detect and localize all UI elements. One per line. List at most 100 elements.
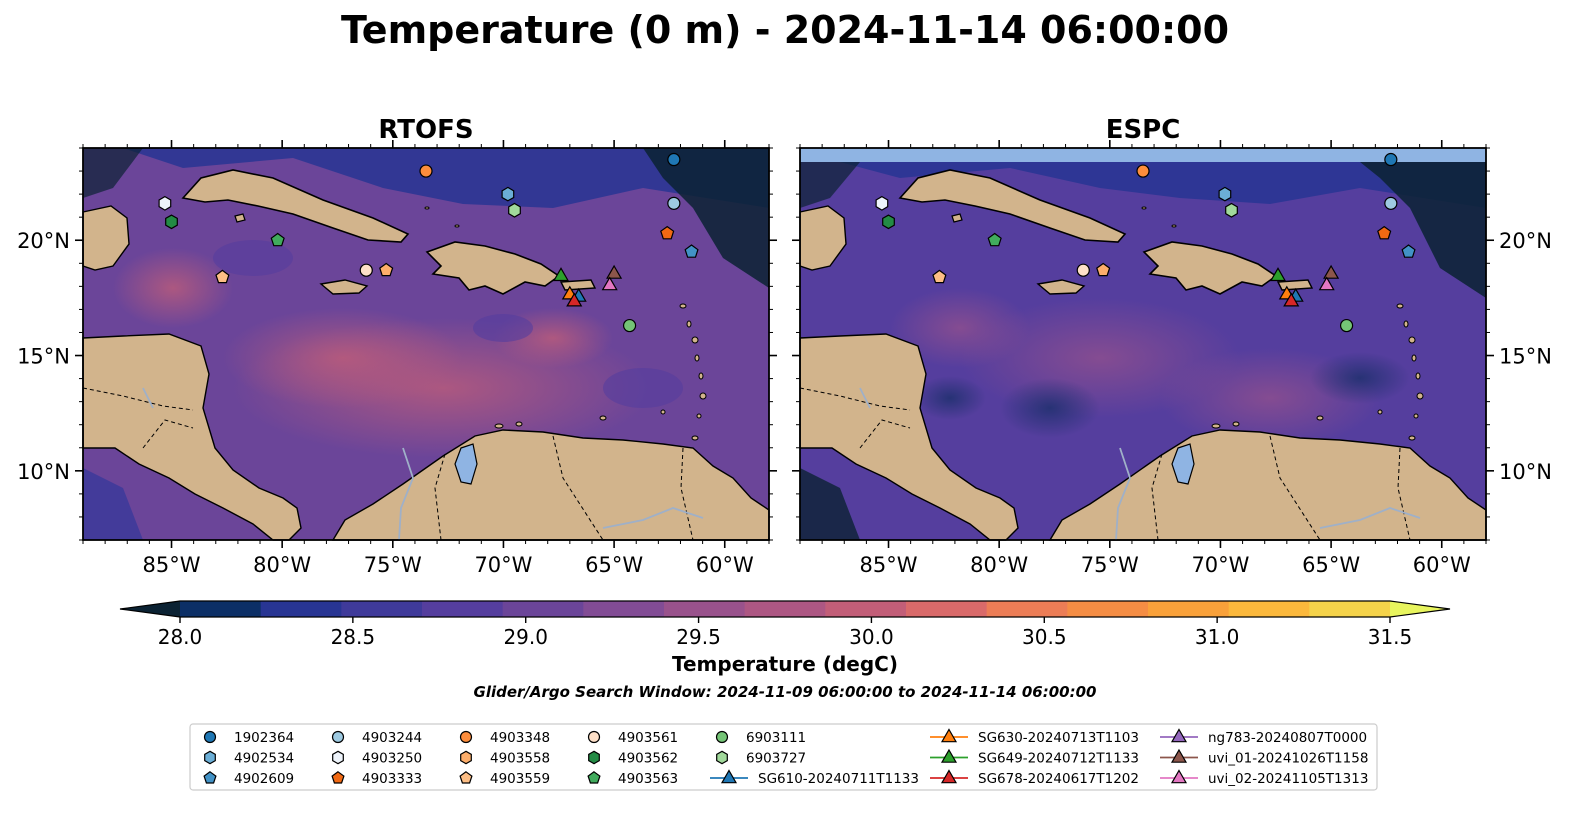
x-tick-labels-espc: 85°W 80°W 75°W 70°W 65°W 60°W <box>860 553 1471 577</box>
colorbar-tick-label: 29.0 <box>503 625 548 649</box>
colorbar-segment <box>986 601 1068 617</box>
colorbar-tick-label: 28.0 <box>158 625 203 649</box>
colorbar-segment <box>744 601 826 617</box>
colorbar-segment <box>906 601 988 617</box>
legend-marker <box>203 730 217 744</box>
marker-SG649-20240712T1133 <box>552 267 570 282</box>
marker-4903558 <box>1096 262 1111 277</box>
legend-label: SG630-20240713T1103 <box>978 730 1139 746</box>
legend-marker <box>332 750 344 765</box>
colorbar-over-extension <box>1390 601 1450 617</box>
marker-SG649-20240712T1133 <box>1269 267 1287 282</box>
legend-label: 6903111 <box>746 730 806 746</box>
y-tick-label: 15°N <box>17 345 70 369</box>
y-tick-labels-rtofs: 20°N 15°N 10°N <box>17 229 70 484</box>
marker-4902534 <box>1218 186 1232 202</box>
legend-marker <box>459 730 473 744</box>
colorbar: 28.0 28.5 29.0 29.5 30.0 30.5 31.0 31.5 Tempera… <box>119 600 1451 676</box>
marker-4903562 <box>165 214 178 230</box>
x-tick-label: 75°W <box>364 553 422 577</box>
legend-marker <box>459 771 473 784</box>
legend-label: 4903333 <box>362 771 422 787</box>
marker-4903348 <box>1136 164 1150 178</box>
figure-title: Temperature (0 m) - 2024-11-14 06:00:00 <box>341 8 1229 52</box>
colorbar-segment <box>1067 601 1149 617</box>
x-tick-label: 80°W <box>970 553 1028 577</box>
map-panel-espc: ESPC 85°W 80°W 75°W 70°W 65°W 60°W 20°N 15°N 10… <box>792 115 1552 577</box>
colorbar-label: Temperature (degC) <box>672 652 898 676</box>
legend-marker <box>1170 769 1188 784</box>
observation-markers-rtofs <box>158 152 699 333</box>
legend-label: uvi_01-20241026T1158 <box>1208 751 1368 767</box>
x-tick-label: 75°W <box>1081 553 1139 577</box>
legend-marker <box>940 728 958 743</box>
legend-frame <box>189 723 1378 791</box>
observation-markers-espc <box>875 152 1416 333</box>
legend-marker <box>715 730 729 744</box>
colorbar-segment <box>422 601 504 617</box>
x-tick-label: 85°W <box>860 553 918 577</box>
x-tick-label: 70°W <box>474 553 532 577</box>
legend-marker <box>331 730 345 744</box>
legend-marker <box>587 771 601 784</box>
marker-1902364 <box>667 152 681 167</box>
marker-6903111 <box>1339 318 1354 333</box>
legend-label: 4903563 <box>618 771 678 787</box>
legend-label: 4903558 <box>490 751 550 767</box>
legend-label: SG610-20240711T1133 <box>758 771 919 787</box>
y-tick-label: 20°N <box>17 229 70 253</box>
y-tick-label: 10°N <box>17 460 70 484</box>
colorbar-ticks: 28.0 28.5 29.0 29.5 30.0 30.5 31.0 31.5 <box>158 617 1412 649</box>
marker-4902609 <box>684 244 699 258</box>
colorbar-segment <box>260 601 342 617</box>
marker-4903561 <box>1076 263 1090 277</box>
marker-4903559 <box>932 269 947 284</box>
x-tick-label: 80°W <box>253 553 311 577</box>
marker-uvi_01-20241026T1158 <box>1323 264 1340 279</box>
legend-entries: 1902364 4902534 4902609 4903244 4903250 49033… <box>203 728 1368 787</box>
legend-marker <box>587 730 601 744</box>
marker-4903563 <box>270 232 285 247</box>
colorbar-tick-label: 29.5 <box>676 625 721 649</box>
marker-4903559 <box>215 269 230 284</box>
marker-uvi_01-20241026T1158 <box>606 264 623 279</box>
marker-4903558 <box>379 262 394 277</box>
legend-marker <box>940 769 958 784</box>
colorbar-tick-label: 30.5 <box>1022 625 1067 649</box>
legend-label: 6903727 <box>746 751 806 767</box>
axis-ticks-espc <box>792 140 1494 548</box>
x-tick-label: 65°W <box>1302 553 1360 577</box>
colorbar-segment <box>502 601 584 617</box>
legend-label: 4902534 <box>234 751 294 767</box>
colorbar-tick-label: 30.0 <box>849 625 894 649</box>
colorbar-segment <box>341 601 423 617</box>
marker-4903562 <box>882 214 895 230</box>
no-data-band <box>800 148 1486 162</box>
x-tick-label: 65°W <box>585 553 643 577</box>
legend-marker <box>204 750 216 765</box>
marker-uvi_02-20241105T1313 <box>1318 276 1335 291</box>
legend-marker <box>720 769 738 784</box>
marker-uvi_02-20241105T1313 <box>601 276 618 291</box>
x-tick-label: 60°W <box>696 553 754 577</box>
x-tick-label: 70°W <box>1191 553 1249 577</box>
panel-title-rtofs: RTOFS <box>378 115 473 145</box>
legend-marker <box>940 748 958 763</box>
legend-label: 4903559 <box>490 771 550 787</box>
marker-6903111 <box>622 318 637 333</box>
y-tick-label: 10°N <box>1499 460 1552 484</box>
marker-SG678-20240617T1202 <box>1283 292 1300 307</box>
marker-4903250 <box>158 195 172 211</box>
legend-marker <box>588 750 600 765</box>
x-tick-label: 85°W <box>143 553 201 577</box>
marker-6903727 <box>1225 202 1238 218</box>
map-panel-rtofs: RTOFS 85°W 80°W 75°W 70°W 65°W 60°W 20°N 15°N 1… <box>17 115 777 577</box>
legend-label: SG678-20240617T1202 <box>978 771 1139 787</box>
marker-4903348 <box>419 164 433 178</box>
y-tick-label: 20°N <box>1499 229 1552 253</box>
colorbar-segment <box>1228 601 1310 617</box>
marker-SG678-20240617T1202 <box>566 292 583 307</box>
marker-4903563 <box>987 232 1002 247</box>
legend-label: SG649-20240712T1133 <box>978 751 1139 767</box>
